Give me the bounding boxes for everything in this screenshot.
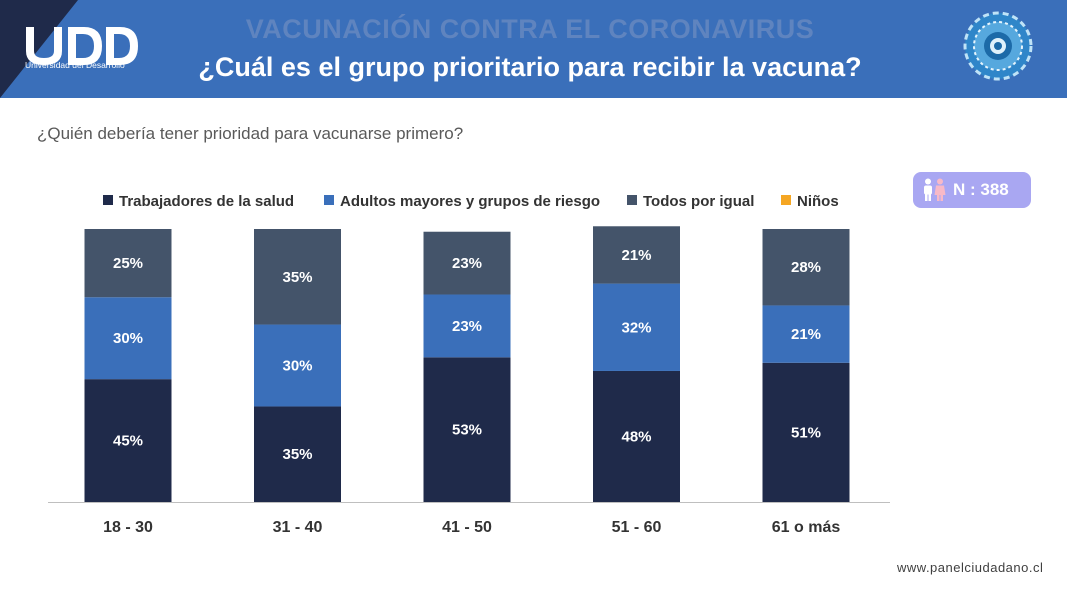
data-label: 32%	[621, 319, 651, 336]
x-tick-label: 31 - 40	[273, 519, 323, 536]
data-label: 28%	[791, 259, 821, 276]
bar-segment	[762, 229, 850, 306]
x-tick-label: 41 - 50	[442, 519, 492, 536]
virus-icon	[963, 11, 1033, 81]
data-label: 25%	[113, 255, 143, 272]
legend-swatch	[627, 195, 637, 205]
data-label: 21%	[621, 247, 651, 264]
bar-segment	[84, 379, 172, 502]
bar-segment	[593, 226, 680, 284]
data-label: 35%	[282, 446, 312, 463]
legend-label: Adultos mayores y grupos de riesgo	[340, 193, 601, 210]
data-label: 23%	[452, 318, 482, 335]
data-label: 53%	[452, 422, 482, 439]
udd-logo	[26, 27, 138, 65]
x-tick-label: 18 - 30	[103, 519, 153, 536]
bar-segment	[423, 294, 511, 358]
legend-item-trabajadores: Trabajadores de la salud	[103, 193, 294, 210]
bar-segment	[762, 362, 850, 502]
bar-segment	[593, 283, 680, 371]
header-banner: Universidad del Desarrollo VACUNACIÓN CO…	[0, 0, 1067, 98]
legend-item-adultos: Adultos mayores y grupos de riesgo	[324, 193, 600, 210]
data-label: 30%	[282, 358, 312, 375]
data-label: 48%	[621, 428, 651, 445]
page-subtitle: ¿Cuál es el grupo prioritario para recib…	[198, 52, 862, 82]
bar-segment	[762, 305, 850, 363]
footer-url: www.panelciudadano.cl	[897, 560, 1044, 575]
legend-label: Trabajadores de la salud	[119, 193, 295, 210]
x-tick-label: 51 - 60	[612, 519, 662, 536]
data-label: 35%	[282, 269, 312, 286]
legend-swatch	[103, 195, 113, 205]
x-tick-label: 61 o más	[772, 519, 841, 536]
legend-swatch	[324, 195, 334, 205]
data-label: 0%	[795, 215, 817, 232]
data-label: 23%	[452, 255, 482, 272]
sample-size-label: N : 388	[953, 180, 1009, 199]
survey-question: ¿Quién debería tener prioridad para vacu…	[37, 124, 464, 143]
logo-subtitle: Universidad del Desarrollo	[25, 60, 125, 70]
legend-item-todos: Todos por igual	[627, 193, 754, 210]
header-dark-accent	[0, 0, 78, 98]
page-title: VACUNACIÓN CONTRA EL CORONAVIRUS	[245, 14, 815, 44]
legend-swatch	[781, 195, 791, 205]
bar-segment	[423, 357, 511, 502]
data-label: 51%	[791, 424, 821, 441]
bar-segment	[593, 370, 680, 502]
legend-label: Niños	[797, 193, 839, 210]
data-label: 0%	[287, 215, 309, 232]
bar-segment	[254, 406, 341, 502]
data-label: 0%	[117, 215, 139, 232]
bar-segment	[254, 324, 341, 407]
bar-segment	[84, 229, 172, 298]
bar-segment	[423, 231, 511, 295]
bar-segment	[254, 229, 341, 325]
data-label: 30%	[113, 330, 143, 347]
data-label: 21%	[791, 326, 821, 343]
people-icon	[924, 178, 946, 201]
legend-item-ninos: Niños	[781, 193, 839, 210]
bar-segment	[84, 297, 172, 380]
sample-size-badge: N : 388	[913, 172, 1031, 208]
data-label: 45%	[113, 433, 143, 450]
legend-label: Todos por igual	[643, 193, 755, 210]
data-label: 0%	[456, 218, 478, 235]
